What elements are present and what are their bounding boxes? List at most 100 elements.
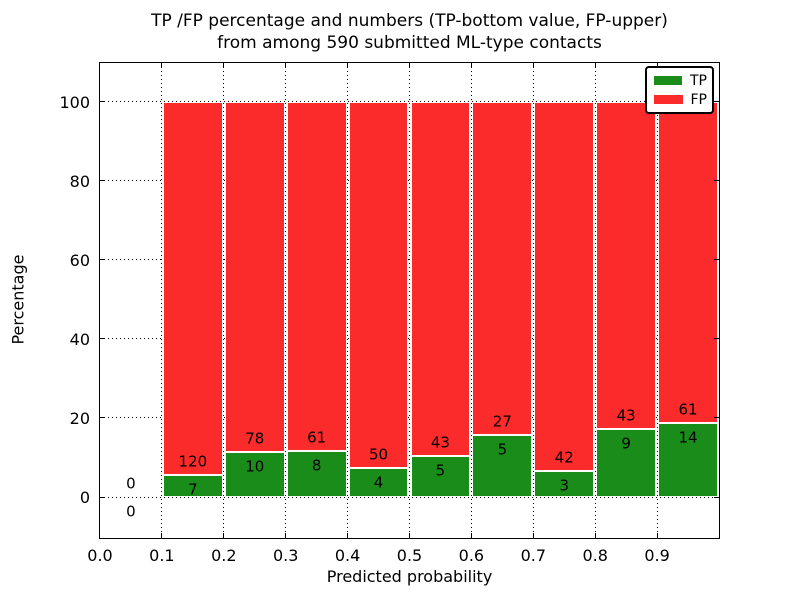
bar-tp-segment: [162, 475, 223, 497]
x-tick-mark-bottom: [656, 533, 658, 538]
x-tick-mark-top: [347, 63, 349, 68]
grid-line-vertical: [656, 63, 658, 538]
x-tick-label: 0.4: [334, 546, 361, 565]
fp-legend-label: FP: [690, 91, 708, 108]
tp-count-label: 5: [497, 440, 508, 459]
x-tick-mark-top: [470, 63, 472, 68]
x-tick-label: 0.0: [87, 546, 113, 565]
legend-item-tp: TP: [654, 74, 707, 88]
grid-line-vertical: [347, 63, 349, 538]
x-tick-mark-top: [161, 63, 163, 68]
grid-line-vertical: [470, 63, 472, 538]
fp-count-label: 27: [492, 412, 512, 431]
fp-count-label: 43: [616, 406, 636, 425]
y-tick-label: 60: [69, 250, 90, 270]
y-tick-mark-left: [100, 417, 105, 419]
y-tick-mark-right: [714, 417, 719, 419]
x-tick-label: 0.9: [644, 546, 670, 565]
x-tick-label: 0.5: [396, 546, 423, 565]
fp-count-label: 61: [307, 428, 327, 447]
bar-fp-segment: [348, 101, 409, 468]
bar-fp-segment: [286, 101, 347, 452]
y-tick-mark-left: [100, 496, 105, 498]
fp-count-label: 78: [245, 429, 265, 448]
chart-title-line1: TP /FP percentage and numbers (TP-bottom…: [151, 11, 668, 31]
y-axis-label: Percentage: [8, 254, 28, 345]
y-tick-mark-right: [714, 496, 719, 498]
x-tick-label: 0.8: [582, 546, 608, 565]
bar-tp-segment: [596, 428, 657, 497]
x-tick-mark-bottom: [594, 533, 596, 538]
x-tick-mark-top: [223, 63, 225, 68]
bar-fp-segment: [224, 101, 285, 453]
grid-line-vertical: [594, 63, 596, 538]
fp-count-label: 50: [369, 445, 389, 464]
fp-count-label: 42: [554, 448, 574, 467]
x-tick-mark-top: [285, 63, 287, 68]
plot-area: 0 0 120 7 78 10 61 8 50 4 43 5 27 5 42 3 43 9 61 14: [99, 62, 720, 539]
bar-fp-segment: [596, 101, 657, 429]
tp-count-label: 0: [126, 502, 136, 521]
fp-count-label: 120: [178, 452, 208, 471]
y-tick-label: 100: [59, 92, 90, 112]
x-tick-label: 0.7: [520, 546, 547, 565]
tp-legend-label: TP: [690, 72, 707, 89]
x-tick-mark-bottom: [347, 533, 349, 538]
grid-line-vertical: [532, 63, 534, 538]
x-tick-mark-bottom: [532, 533, 534, 538]
x-tick-mark-top: [532, 63, 534, 68]
bar-fp-segment: [410, 101, 471, 456]
y-tick-mark-left: [100, 101, 105, 102]
tp-count-label: 5: [435, 461, 446, 480]
tp-legend-swatch-icon: [654, 76, 682, 85]
tp-count-label: 7: [188, 480, 198, 499]
grid-line-vertical: [161, 63, 163, 538]
bar-fp-segment: [472, 101, 533, 436]
y-tick-mark-right: [714, 259, 719, 261]
y-tick-mark-right: [714, 180, 719, 182]
y-tick-label: 20: [69, 408, 90, 428]
x-tick-label: 0.2: [211, 546, 237, 565]
tp-count-label: 9: [621, 434, 631, 453]
fp-legend-swatch-icon: [654, 95, 683, 104]
bar-tp-segment: [658, 423, 718, 497]
grid-line-vertical: [409, 63, 410, 538]
x-tick-mark-bottom: [409, 533, 410, 538]
tp-count-label: 10: [245, 457, 265, 476]
y-tick-label: 0: [79, 488, 90, 507]
grid-line-vertical: [285, 63, 287, 538]
x-tick-mark-bottom: [161, 533, 163, 538]
x-axis-label: Predicted probability: [326, 567, 493, 586]
bar-fp-segment: [162, 101, 223, 476]
x-tick-mark-top: [656, 63, 658, 68]
y-tick-mark-left: [100, 338, 105, 340]
x-tick-label: 0.3: [272, 546, 299, 565]
bar-tp-segment: [472, 435, 533, 497]
tp-count-label: 4: [373, 473, 384, 492]
fp-count-label: 0: [126, 474, 136, 493]
tp-count-label: 3: [559, 476, 570, 495]
bar-fp-segment: [534, 101, 595, 471]
y-tick-label: 40: [69, 329, 90, 349]
x-tick-mark-bottom: [470, 533, 472, 538]
chart-title-line2: from among 590 submitted ML-type contact…: [217, 33, 602, 53]
tp-count-label: 8: [311, 456, 322, 475]
bar-tp-segment: [410, 455, 471, 497]
x-tick-mark-top: [409, 63, 410, 68]
bar-tp-segment: [534, 470, 595, 497]
y-tick-label: 80: [69, 171, 90, 191]
x-tick-label: 0.6: [458, 546, 485, 565]
grid-line-vertical: [223, 63, 225, 538]
fp-count-label: 43: [430, 433, 450, 452]
x-tick-label: 0.1: [149, 546, 175, 565]
legend-item-fp: FP: [654, 93, 707, 107]
y-tick-mark-left: [100, 180, 105, 182]
bar-fp-segment: [658, 101, 718, 424]
x-tick-mark-bottom: [285, 533, 287, 538]
y-tick-mark-left: [100, 259, 105, 261]
bar-tp-segment: [286, 451, 347, 497]
fp-count-label: 61: [678, 400, 698, 419]
x-tick-mark-bottom: [223, 533, 225, 538]
bar-tp-segment: [348, 467, 409, 497]
